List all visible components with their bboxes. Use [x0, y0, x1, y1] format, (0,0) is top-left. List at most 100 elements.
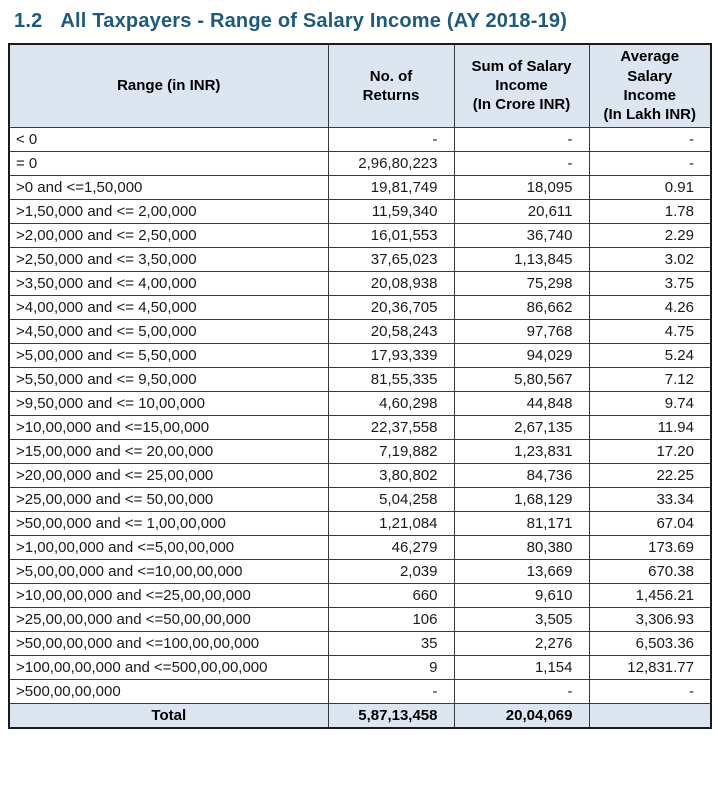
value-cell: 11,59,340	[327, 198, 455, 224]
total-returns-cell: 5,87,13,458	[327, 702, 455, 729]
value-cell: 19,81,749	[327, 174, 455, 200]
range-cell: >0 and <=1,50,000	[8, 174, 329, 200]
value-cell: 5.24	[588, 342, 712, 368]
value-cell: 660	[327, 582, 455, 608]
value-cell: 35	[327, 630, 455, 656]
value-cell: 2.29	[588, 222, 712, 248]
table-row: >3,50,000 and <= 4,00,000 20,08,938 75,298…	[8, 270, 712, 296]
table-row: >0 and <=1,50,000 19,81,749 18,095 0.91	[8, 174, 712, 200]
value-cell: 1,21,084	[327, 510, 455, 536]
range-cell: >5,50,000 and <= 9,50,000	[8, 366, 329, 392]
value-cell: 13,669	[453, 558, 590, 584]
value-cell: 18,095	[453, 174, 590, 200]
value-cell: 2,67,135	[453, 414, 590, 440]
value-cell: 670.38	[588, 558, 712, 584]
value-cell: 84,736	[453, 462, 590, 488]
value-cell: 7,19,882	[327, 438, 455, 464]
table-row: >2,00,000 and <= 2,50,000 16,01,553 36,740…	[8, 222, 712, 248]
value-cell: 3.02	[588, 246, 712, 272]
value-cell: 86,662	[453, 294, 590, 320]
value-cell: 5,04,258	[327, 486, 455, 512]
range-cell: >1,00,00,000 and <=5,00,00,000	[8, 534, 329, 560]
column-header-average-salary-income: Average Salary Income (In Lakh INR)	[588, 43, 712, 128]
value-cell: 1,68,129	[453, 486, 590, 512]
table-row: >5,00,00,000 and <=10,00,00,000 2,039 13,6…	[8, 558, 712, 584]
table-row: >4,50,000 and <= 5,00,000 20,58,243 97,768…	[8, 318, 712, 344]
value-cell: 2,039	[327, 558, 455, 584]
value-cell: 22.25	[588, 462, 712, 488]
value-cell: 1,23,831	[453, 438, 590, 464]
value-cell: 81,171	[453, 510, 590, 536]
value-cell: 4,60,298	[327, 390, 455, 416]
value-cell: -	[453, 678, 590, 704]
value-cell: 9,610	[453, 582, 590, 608]
value-cell: 36,740	[453, 222, 590, 248]
value-cell: 1,154	[453, 654, 590, 680]
table-row: >1,50,000 and <= 2,00,000 11,59,340 20,611…	[8, 198, 712, 224]
range-cell: < 0	[8, 126, 329, 152]
value-cell: 6,503.36	[588, 630, 712, 656]
value-cell: 44,848	[453, 390, 590, 416]
value-cell: 2,96,80,223	[327, 150, 455, 176]
value-cell: 1,13,845	[453, 246, 590, 272]
value-cell: -	[453, 126, 590, 152]
table-row: >15,00,000 and <= 20,00,000 7,19,882 1,23,…	[8, 438, 712, 464]
table-row: >9,50,000 and <= 10,00,000 4,60,298 44,848…	[8, 390, 712, 416]
range-cell: >50,00,00,000 and <=100,00,00,000	[8, 630, 329, 656]
value-cell: 20,36,705	[327, 294, 455, 320]
value-cell: 20,611	[453, 198, 590, 224]
value-cell: 94,029	[453, 342, 590, 368]
section-title: All Taxpayers - Range of Salary Income (…	[60, 10, 568, 32]
table-row: >100,00,00,000 and <=500,00,00,000 9 1,154…	[8, 654, 712, 680]
table-row: >25,00,000 and <= 50,00,000 5,04,258 1,68,…	[8, 486, 712, 512]
value-cell: 4.26	[588, 294, 712, 320]
value-cell: 20,58,243	[327, 318, 455, 344]
value-cell: 4.75	[588, 318, 712, 344]
value-cell: 16,01,553	[327, 222, 455, 248]
value-cell: 20,08,938	[327, 270, 455, 296]
value-cell: -	[588, 150, 712, 176]
table-row: >20,00,000 and <= 25,00,000 3,80,802 84,73…	[8, 462, 712, 488]
range-cell: >5,00,00,000 and <=10,00,00,000	[8, 558, 329, 584]
range-cell: >500,00,00,000	[8, 678, 329, 704]
table-row: >5,50,000 and <= 9,50,000 81,55,335 5,80,5…	[8, 366, 712, 392]
value-cell: 0.91	[588, 174, 712, 200]
table-row: >2,50,000 and <= 3,50,000 37,65,023 1,13,8…	[8, 246, 712, 272]
value-cell: 9	[327, 654, 455, 680]
value-cell: 11.94	[588, 414, 712, 440]
value-cell: 12,831.77	[588, 654, 712, 680]
table-row: >50,00,00,000 and <=100,00,00,000 35 2,276…	[8, 630, 712, 656]
value-cell: -	[327, 678, 455, 704]
value-cell: 46,279	[327, 534, 455, 560]
total-sum-cell: 20,04,069	[453, 702, 590, 729]
table-row: >5,00,000 and <= 5,50,000 17,93,339 94,029…	[8, 342, 712, 368]
value-cell: 80,380	[453, 534, 590, 560]
column-header-range: Range (in INR)	[8, 43, 329, 128]
range-cell: >50,00,000 and <= 1,00,00,000	[8, 510, 329, 536]
table-row: >500,00,00,000- - -	[8, 678, 712, 704]
value-cell: 97,768	[453, 318, 590, 344]
range-cell: >10,00,00,000 and <=25,00,00,000	[8, 582, 329, 608]
value-cell: 7.12	[588, 366, 712, 392]
table-row: < 0---	[8, 126, 712, 152]
value-cell: 1,456.21	[588, 582, 712, 608]
range-cell: >2,50,000 and <= 3,50,000	[8, 246, 329, 272]
value-cell: 173.69	[588, 534, 712, 560]
value-cell: 2,276	[453, 630, 590, 656]
value-cell: 33.34	[588, 486, 712, 512]
range-cell: = 0	[8, 150, 329, 176]
table-body: < 0- - - = 0 2,96,80,223- - >0 and <=1,50,000 1…	[8, 126, 712, 704]
value-cell: -	[453, 150, 590, 176]
value-cell: 5,80,567	[453, 366, 590, 392]
value-cell: -	[588, 126, 712, 152]
value-cell: 75,298	[453, 270, 590, 296]
range-cell: >2,00,000 and <= 2,50,000	[8, 222, 329, 248]
range-cell: >15,00,000 and <= 20,00,000	[8, 438, 329, 464]
value-cell: 3.75	[588, 270, 712, 296]
value-cell: -	[588, 678, 712, 704]
value-cell: -	[327, 126, 455, 152]
range-cell: >9,50,000 and <= 10,00,000	[8, 390, 329, 416]
table-row: >10,00,00,000 and <=25,00,00,000 660 9,610…	[8, 582, 712, 608]
value-cell: 3,306.93	[588, 606, 712, 632]
table-header: Range (in INR) No. of Returns Sum of Sal…	[8, 43, 712, 128]
